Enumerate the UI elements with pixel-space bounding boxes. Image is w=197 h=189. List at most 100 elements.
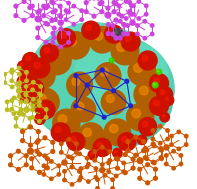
Circle shape — [19, 108, 23, 112]
Circle shape — [44, 48, 49, 53]
Circle shape — [130, 4, 133, 7]
Circle shape — [59, 15, 62, 18]
Circle shape — [74, 104, 78, 108]
Circle shape — [24, 154, 28, 158]
Circle shape — [25, 71, 28, 74]
Circle shape — [38, 104, 41, 107]
Circle shape — [157, 87, 173, 102]
Circle shape — [46, 157, 49, 161]
Circle shape — [14, 4, 18, 8]
Circle shape — [95, 63, 121, 88]
Circle shape — [125, 79, 129, 83]
Circle shape — [131, 157, 135, 161]
Circle shape — [157, 69, 161, 74]
Circle shape — [43, 46, 71, 75]
Circle shape — [40, 44, 59, 62]
Circle shape — [46, 4, 49, 8]
Circle shape — [36, 130, 40, 133]
Circle shape — [38, 170, 41, 174]
Circle shape — [42, 164, 46, 167]
Circle shape — [152, 144, 156, 148]
Circle shape — [36, 100, 55, 119]
Circle shape — [36, 139, 40, 143]
Circle shape — [102, 115, 106, 119]
Circle shape — [114, 2, 118, 5]
Circle shape — [93, 159, 97, 162]
Circle shape — [97, 142, 102, 148]
Circle shape — [79, 167, 83, 170]
Circle shape — [74, 74, 78, 77]
Circle shape — [53, 109, 80, 136]
Circle shape — [101, 90, 126, 114]
Circle shape — [28, 6, 32, 9]
Circle shape — [115, 157, 119, 161]
Circle shape — [30, 4, 34, 8]
Circle shape — [106, 95, 114, 103]
Circle shape — [10, 99, 13, 102]
Circle shape — [40, 104, 46, 110]
Circle shape — [119, 19, 122, 23]
Circle shape — [96, 187, 99, 189]
Circle shape — [29, 143, 32, 147]
Circle shape — [43, 154, 47, 158]
Circle shape — [35, 16, 41, 22]
Circle shape — [126, 149, 130, 153]
Circle shape — [117, 4, 121, 7]
Circle shape — [137, 135, 147, 145]
Circle shape — [164, 145, 169, 150]
Circle shape — [106, 32, 110, 36]
Ellipse shape — [33, 56, 134, 141]
Circle shape — [32, 81, 35, 84]
Circle shape — [143, 36, 147, 40]
Circle shape — [122, 32, 126, 36]
Circle shape — [44, 40, 48, 44]
Circle shape — [68, 37, 76, 46]
Circle shape — [126, 24, 129, 27]
Circle shape — [60, 151, 63, 154]
Circle shape — [146, 181, 150, 185]
Circle shape — [22, 90, 27, 95]
Circle shape — [19, 100, 23, 104]
Circle shape — [134, 64, 142, 72]
Circle shape — [100, 68, 104, 72]
Circle shape — [25, 108, 28, 111]
Circle shape — [17, 83, 21, 87]
Circle shape — [20, 78, 23, 81]
Circle shape — [132, 12, 135, 16]
Circle shape — [17, 149, 20, 153]
Circle shape — [3, 81, 6, 84]
Circle shape — [42, 4, 46, 8]
Circle shape — [50, 0, 54, 3]
Ellipse shape — [31, 32, 174, 146]
Circle shape — [164, 154, 168, 157]
Circle shape — [122, 161, 125, 165]
Circle shape — [170, 143, 173, 146]
Circle shape — [160, 157, 163, 160]
Circle shape — [51, 149, 55, 153]
Circle shape — [52, 36, 56, 40]
Circle shape — [20, 67, 37, 84]
Circle shape — [145, 12, 148, 16]
Circle shape — [6, 108, 9, 112]
Circle shape — [24, 92, 27, 95]
Circle shape — [46, 22, 49, 26]
Circle shape — [123, 153, 127, 156]
Circle shape — [143, 147, 147, 150]
Circle shape — [31, 104, 34, 107]
Circle shape — [107, 170, 110, 173]
Ellipse shape — [74, 40, 168, 108]
Circle shape — [17, 167, 20, 171]
Circle shape — [62, 32, 89, 59]
Circle shape — [111, 178, 114, 181]
Circle shape — [10, 71, 13, 74]
Circle shape — [129, 104, 133, 108]
Circle shape — [18, 72, 21, 76]
Circle shape — [125, 0, 128, 3]
Circle shape — [78, 123, 104, 149]
Circle shape — [163, 95, 174, 105]
Circle shape — [14, 125, 18, 128]
Circle shape — [105, 25, 123, 43]
Circle shape — [150, 96, 168, 115]
Circle shape — [111, 37, 139, 65]
Circle shape — [164, 162, 168, 166]
